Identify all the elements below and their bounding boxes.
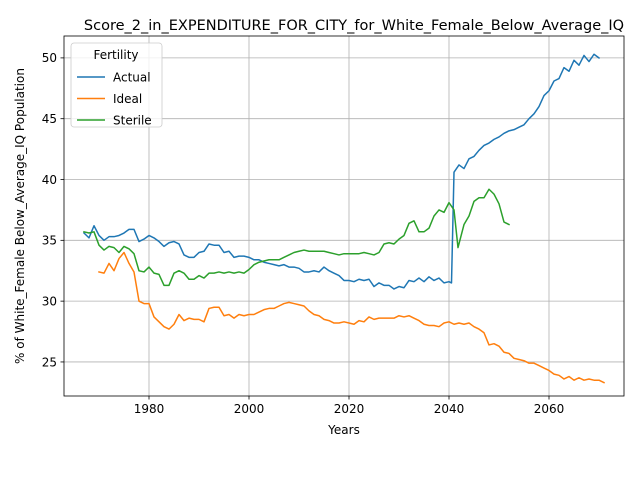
y-tick-label: 45 <box>42 112 57 126</box>
x-tick-label: 2040 <box>434 402 465 416</box>
y-tick-label: 25 <box>42 355 57 369</box>
y-tick-label: 50 <box>42 51 57 65</box>
legend-title: Fertility <box>93 48 138 62</box>
x-tick-label: 2060 <box>534 402 565 416</box>
x-axis-label: Years <box>327 423 360 437</box>
legend-label-ideal: Ideal <box>113 92 142 106</box>
legend-label-sterile: Sterile <box>113 113 152 127</box>
x-tick-label: 2020 <box>334 402 365 416</box>
chart-title: Score_2_in_EXPENDITURE_FOR_CITY_for_Whit… <box>84 18 624 34</box>
x-tick-label: 1980 <box>134 402 165 416</box>
legend: Fertility Actual Ideal Sterile <box>71 43 162 127</box>
y-tick-label: 40 <box>42 173 57 187</box>
y-tick-label: 30 <box>42 294 57 308</box>
y-axis-label: % of White_Female Below_Average_IQ Popul… <box>13 68 27 364</box>
x-tick-label: 2000 <box>234 402 265 416</box>
legend-label-actual: Actual <box>113 70 151 84</box>
y-tick-label: 35 <box>42 234 57 248</box>
